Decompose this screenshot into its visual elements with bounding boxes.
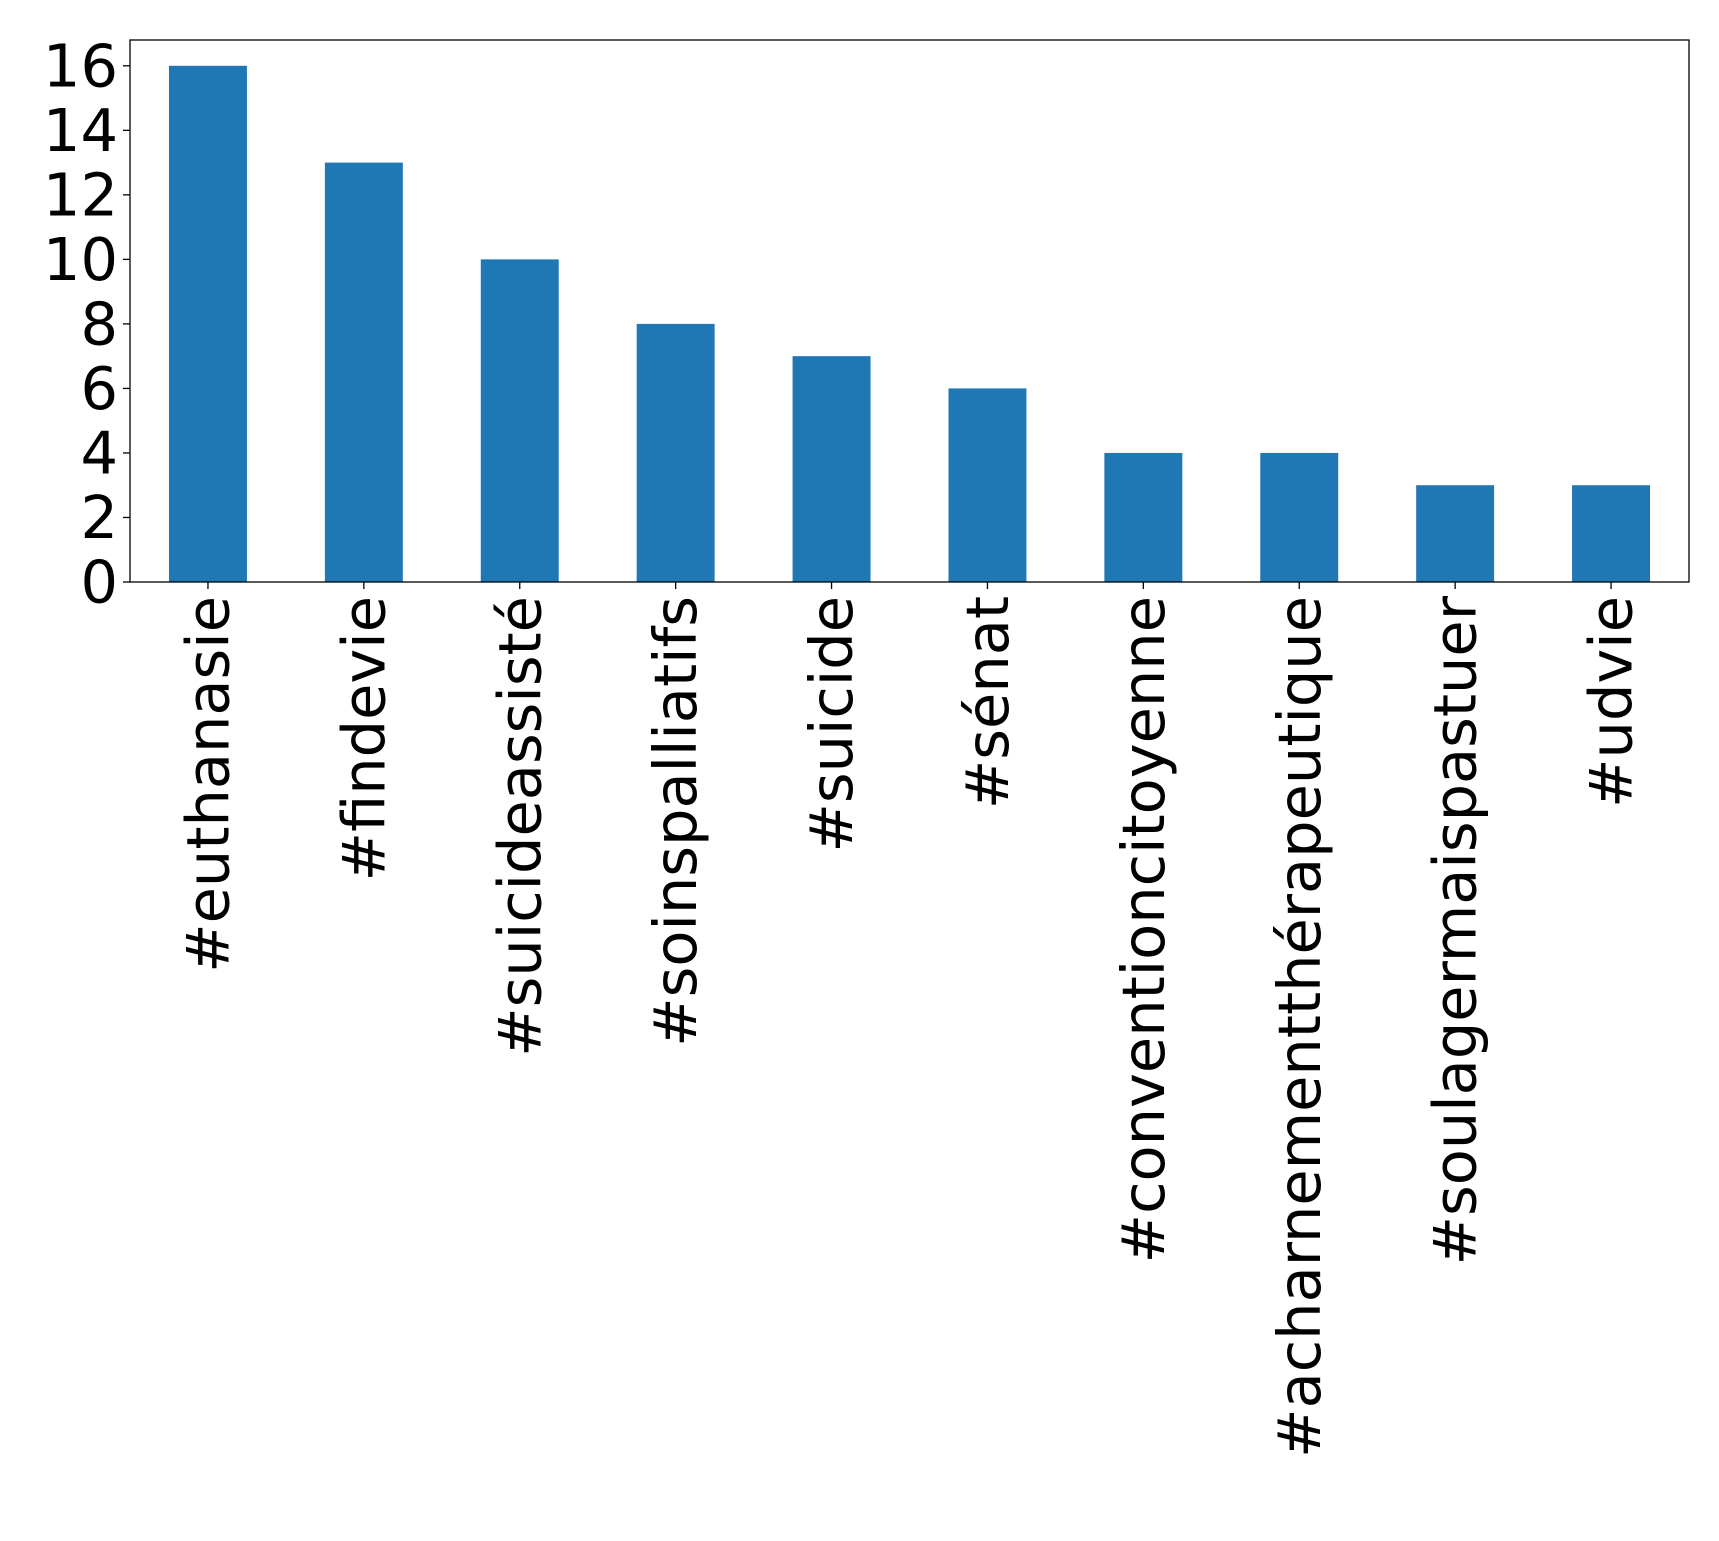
y-tick-label-1: 2 <box>80 483 118 552</box>
bar-3 <box>636 323 715 582</box>
x-tick-label-9: #udvie <box>1577 596 1646 808</box>
bar-8 <box>1416 485 1495 582</box>
plot-frame <box>129 39 1690 583</box>
y-tick-label-5: 10 <box>43 225 118 294</box>
bars-layer <box>168 65 1651 583</box>
bar-6 <box>1104 452 1183 582</box>
x-tick-label-1: #findevie <box>329 596 398 881</box>
bar-4 <box>792 356 871 582</box>
bar-2 <box>480 259 559 582</box>
y-tick-label-6: 12 <box>43 160 118 229</box>
y-tick-label-4: 8 <box>80 289 118 358</box>
y-tick-label-8: 16 <box>43 31 118 100</box>
x-tick-label-7: #acharnementthérapeutique <box>1265 596 1334 1458</box>
y-tick-label-0: 0 <box>80 548 118 617</box>
x-tick-label-5: #sénat <box>953 596 1022 809</box>
x-tick-label-3: #soinspalliatifs <box>641 596 710 1047</box>
bar-1 <box>324 162 403 582</box>
y-tick-label-3: 6 <box>80 354 118 423</box>
x-tick-label-0: #euthanasie <box>173 596 242 973</box>
x-tick-label-4: #suicide <box>797 596 866 853</box>
x-tick-label-2: #suicideassisté <box>485 596 554 1057</box>
bar-9 <box>1572 485 1651 582</box>
y-tick-label-7: 14 <box>43 96 118 165</box>
bar-0 <box>168 65 247 583</box>
x-tick-label-6: #conventioncitoyenne <box>1109 596 1178 1263</box>
bar-5 <box>948 388 1027 582</box>
x-tick-label-8: #soulagermaispastuer <box>1421 595 1490 1265</box>
y-tick-label-2: 4 <box>80 418 118 487</box>
bar-7 <box>1260 452 1339 582</box>
x-axis: #euthanasie #findevie #suicideassisté #soin… <box>173 582 1646 1458</box>
